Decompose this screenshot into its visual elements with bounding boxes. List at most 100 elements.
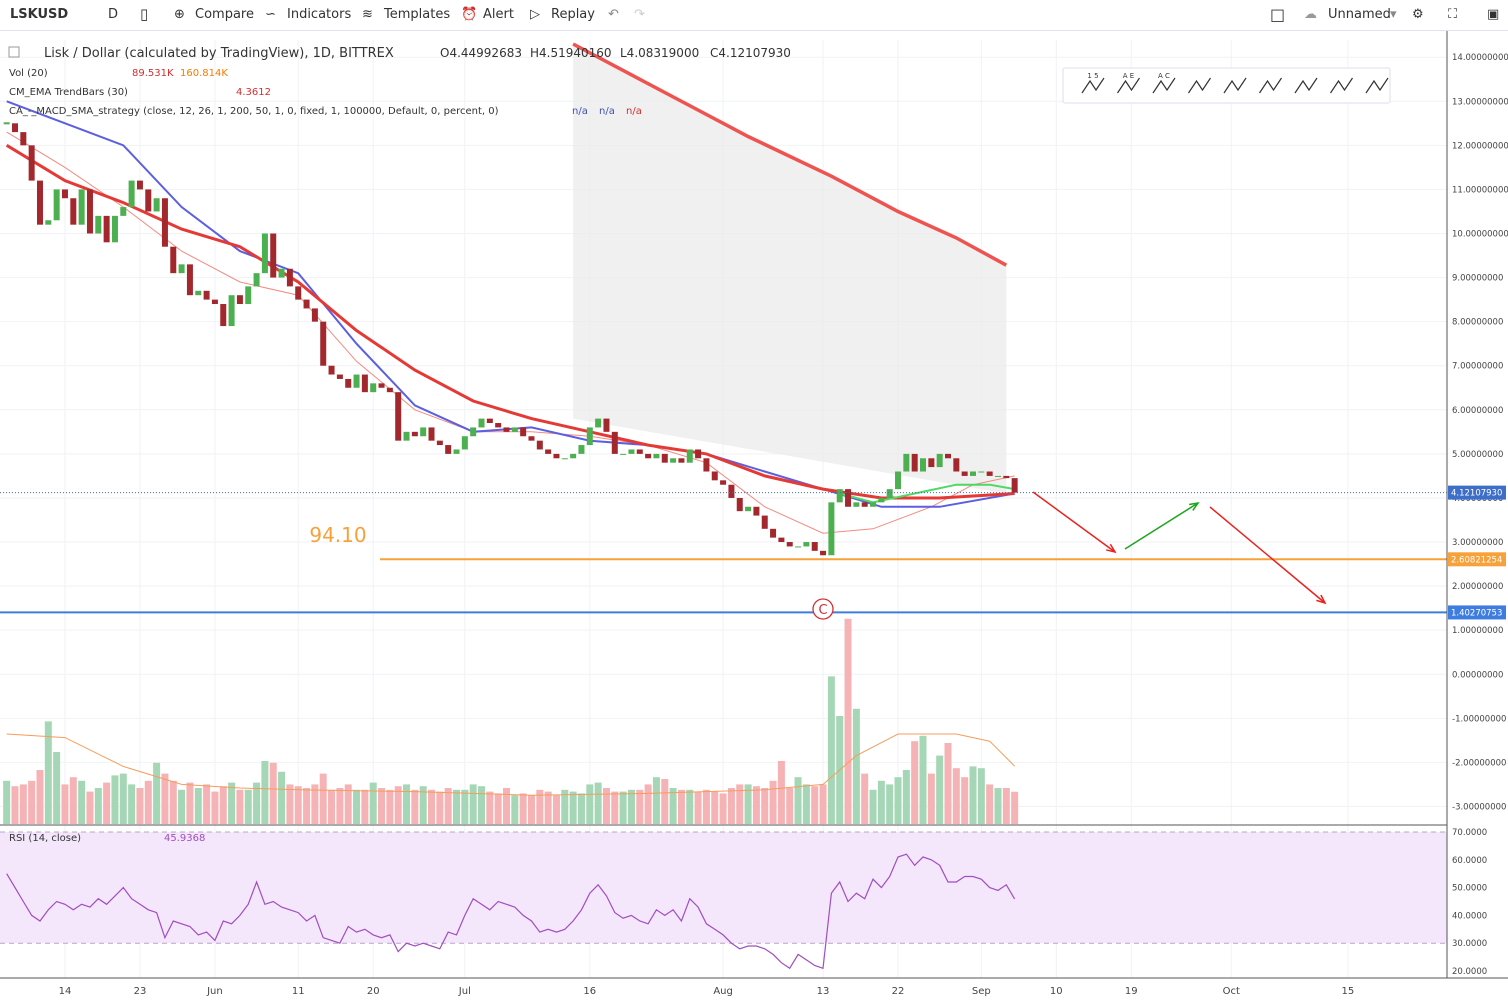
layout-name[interactable]: Unnamed (1328, 7, 1391, 22)
tool-icon[interactable] (1365, 77, 1389, 94)
volume-bar (877, 780, 885, 824)
volume-bar (886, 784, 894, 824)
candle (586, 427, 593, 446)
volume-bar (211, 791, 219, 824)
arrow-head (1106, 543, 1117, 554)
candle (86, 189, 93, 234)
y-tick-label: 7.00000000 (1452, 362, 1503, 372)
candle (61, 189, 68, 199)
candle (770, 528, 777, 538)
candle (320, 321, 327, 366)
volume-bar (644, 784, 652, 824)
price-label-box (1448, 485, 1506, 500)
volume-bar (844, 618, 852, 824)
ohlc-value: H4.51940160 (530, 46, 612, 60)
compare-button[interactable]: Compare (195, 7, 254, 22)
volume-bar (144, 780, 152, 824)
candle (428, 427, 435, 441)
candle (70, 198, 77, 225)
candle (486, 418, 493, 424)
x-tick-label: Jun (206, 986, 223, 997)
y-tick-label: 0.00000000 (1452, 670, 1503, 680)
volume-bar (86, 791, 94, 824)
candle (603, 418, 610, 432)
volume-bar (911, 741, 919, 824)
candle (653, 453, 660, 459)
tool-icon[interactable] (1223, 77, 1247, 94)
tool-icon[interactable] (1152, 77, 1176, 94)
tool-icon[interactable] (1259, 77, 1282, 94)
candle (895, 471, 902, 490)
candle (536, 440, 543, 450)
replay-button[interactable]: Replay (551, 7, 595, 22)
candle (270, 233, 277, 278)
chart-style-icon[interactable]: ▯ (140, 5, 149, 23)
volume-bar (611, 791, 619, 824)
candle (703, 458, 710, 472)
volume-bar (727, 788, 735, 824)
volume-bar (994, 788, 1002, 824)
volume-bar (286, 784, 294, 824)
volume-bar (619, 791, 627, 824)
layout-menu[interactable]: ▾ (1390, 7, 1397, 22)
volume-bar (702, 789, 710, 824)
symbol[interactable]: LSKUSD (10, 7, 69, 22)
tool-label: A C (1158, 72, 1170, 80)
candle (561, 458, 568, 460)
snapshot[interactable]: ▣ (1487, 7, 1500, 22)
candle (178, 264, 185, 274)
volume-bar (411, 789, 419, 824)
candle (920, 458, 927, 472)
y-tick-label: -1.00000000 (1452, 714, 1506, 724)
volume-bar (36, 770, 44, 824)
candle (911, 453, 918, 472)
tool-icon[interactable] (1081, 77, 1105, 94)
candle (461, 436, 468, 450)
volume-bar (777, 761, 785, 824)
alert-button[interactable]: Alert (483, 7, 514, 22)
candle (745, 506, 752, 512)
volume-bar (428, 789, 436, 824)
volume-bar (827, 676, 835, 824)
candle (120, 207, 127, 216)
tool-icon[interactable] (1188, 77, 1211, 94)
candle (994, 475, 1001, 477)
candle (478, 418, 485, 428)
rsi-tick-label: 40.0000 (1452, 911, 1487, 921)
volume-ma-value: 160.814K (180, 68, 228, 79)
candle (1003, 475, 1010, 479)
indicators-button[interactable]: Indicators (287, 7, 352, 22)
fullscreen-box[interactable]: □ (1270, 5, 1286, 24)
price-label-box (1448, 552, 1506, 567)
candle (28, 145, 35, 181)
candle (345, 378, 352, 388)
y-tick-label: 14.00000000 (1452, 53, 1508, 63)
candle (328, 365, 335, 375)
volume-bar (136, 788, 144, 824)
redo[interactable]: ↷ (634, 7, 645, 22)
level-text: 94.10 (309, 523, 366, 547)
volume-bar (502, 788, 510, 824)
rsi-tick-label: 70.0000 (1452, 828, 1487, 838)
volume-bar (494, 793, 502, 824)
candle (20, 132, 27, 146)
tool-icon[interactable] (1330, 77, 1353, 94)
undo[interactable]: ↶ (608, 7, 619, 22)
templates-button[interactable]: Templates (384, 7, 451, 22)
volume-bar (952, 768, 960, 824)
candle (53, 189, 60, 221)
templates-icon: ≋ (362, 7, 373, 22)
volume-bar (128, 784, 136, 824)
arrow (1124, 502, 1199, 550)
settings[interactable]: ⚙ (1412, 7, 1424, 22)
volume-bar (986, 784, 994, 824)
indicator-title: CA_-_MACD_SMA_strategy (close, 12, 26, 1… (9, 106, 499, 117)
interval[interactable]: D (108, 7, 119, 22)
fullscreen[interactable]: ⛶ (1448, 7, 1458, 22)
candle (886, 489, 893, 498)
tool-icon[interactable] (1117, 77, 1140, 94)
candle (136, 180, 143, 190)
tool-icon[interactable] (1294, 77, 1318, 94)
volume-bar (861, 773, 869, 824)
candle (103, 215, 110, 243)
